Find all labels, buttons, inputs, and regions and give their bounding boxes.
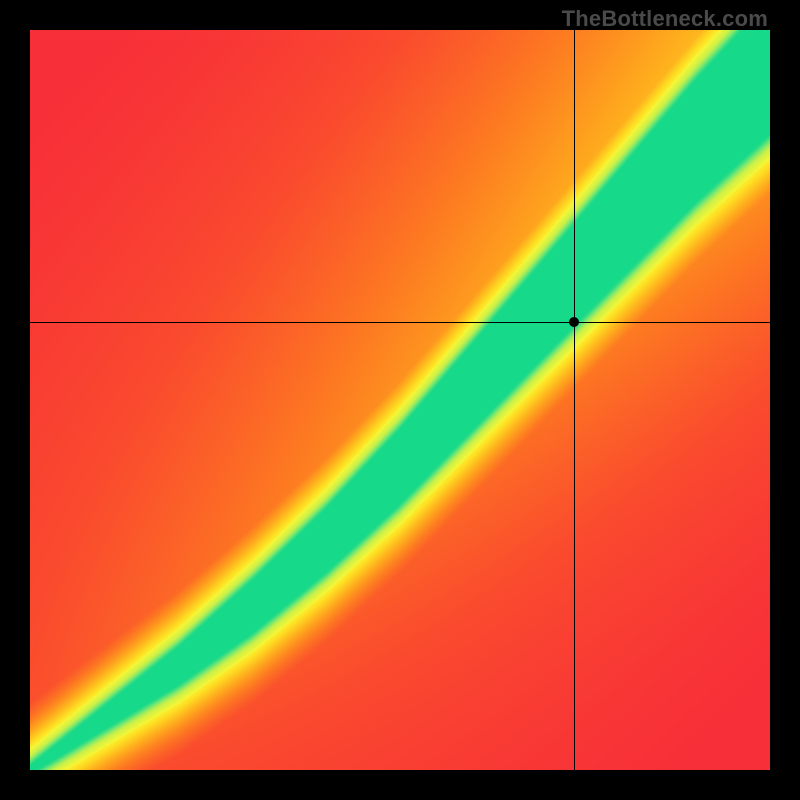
crosshair-vertical [574,30,575,770]
crosshair-horizontal [30,322,770,323]
heatmap-canvas [30,30,770,770]
marker-dot [569,317,579,327]
watermark-text: TheBottleneck.com [562,6,768,32]
heatmap-chart [30,30,770,770]
